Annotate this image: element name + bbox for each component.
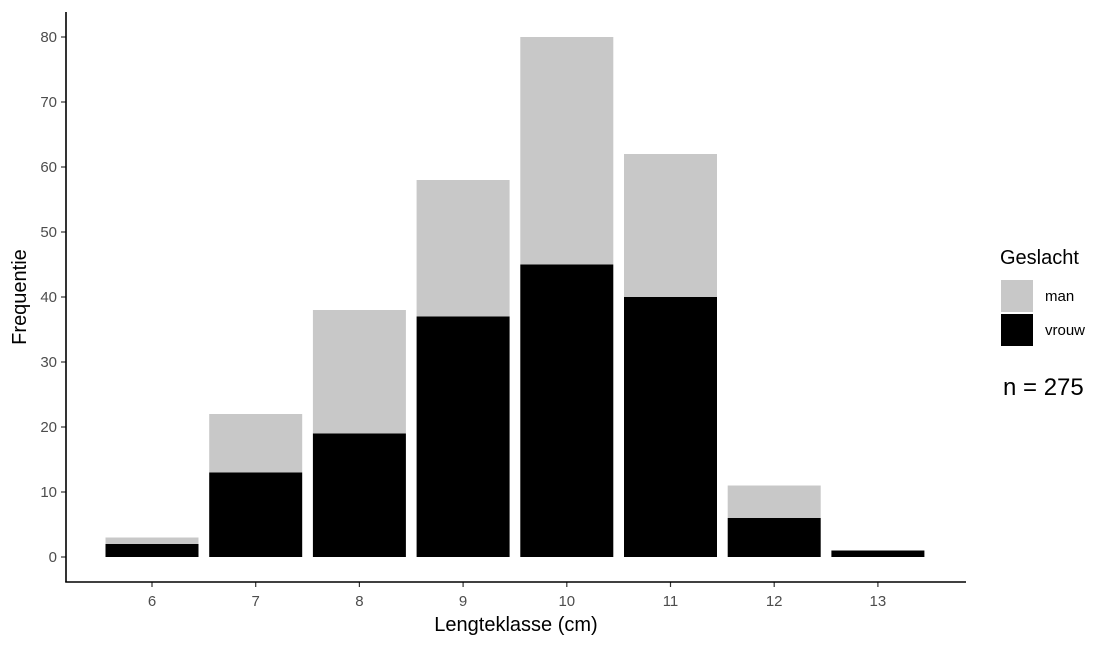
x-tick-label: 10 (558, 593, 575, 610)
y-tick-label: 0 (49, 549, 57, 566)
x-tick-label: 8 (355, 593, 363, 610)
bar-man-12 (727, 485, 821, 518)
bar-vrouw-13 (831, 550, 925, 557)
bar-man-6 (105, 537, 199, 544)
y-tick-label: 70 (40, 94, 57, 111)
y-axis-title: Frequentie (9, 249, 31, 345)
bar-man-9 (416, 180, 510, 317)
legend-key-vrouw (1001, 314, 1033, 346)
bar-vrouw-11 (624, 297, 717, 557)
legend-key-man (1001, 280, 1033, 312)
x-tick-label: 12 (766, 593, 783, 610)
y-tick-label: 10 (40, 484, 57, 501)
legend-label-vrouw: vrouw (1045, 322, 1085, 339)
x-axis-ticks: 6 7 8 9 10 11 12 13 (148, 582, 886, 610)
bar-man-10 (520, 37, 614, 265)
x-tick-label: 6 (148, 593, 156, 610)
bar-man-7 (209, 414, 303, 473)
y-tick-label: 40 (40, 289, 57, 306)
x-tick-label: 7 (252, 593, 260, 610)
y-tick-label: 30 (40, 354, 57, 371)
bars-layer (105, 37, 925, 557)
x-tick-label: 11 (663, 593, 679, 610)
bar-man-11 (624, 154, 717, 297)
bar-vrouw-6 (105, 544, 199, 557)
bar-vrouw-10 (520, 264, 614, 557)
bar-vrouw-12 (727, 518, 821, 557)
sample-size-annotation: n = 275 (1003, 374, 1084, 401)
y-tick-label: 20 (40, 419, 57, 436)
bar-vrouw-8 (312, 433, 406, 557)
legend-label-man: man (1045, 288, 1074, 305)
legend: Geslacht man vrouw (1000, 247, 1085, 346)
x-axis-title: Lengteklasse (cm) (434, 614, 597, 636)
y-tick-label: 50 (40, 224, 57, 241)
bar-vrouw-9 (416, 316, 510, 557)
bar-vrouw-7 (209, 472, 303, 557)
bar-man-8 (312, 310, 406, 434)
legend-title: Geslacht (1000, 247, 1079, 269)
y-tick-label: 80 (40, 29, 57, 46)
y-axis-ticks: 0 10 20 30 40 50 60 70 80 (40, 29, 66, 566)
y-tick-label: 60 (40, 159, 57, 176)
x-tick-label: 9 (459, 593, 467, 610)
x-tick-label: 13 (870, 593, 887, 610)
